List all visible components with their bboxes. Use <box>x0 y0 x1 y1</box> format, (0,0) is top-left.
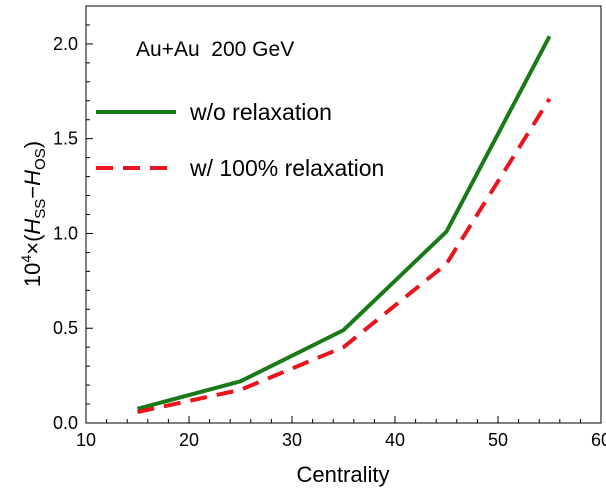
series-line-0 <box>136 35 552 411</box>
x-tick-label: 40 <box>385 430 405 450</box>
series-line-1 <box>137 97 552 414</box>
y-tick-label: 0.5 <box>53 318 78 338</box>
y-axis-title-times: ×( <box>20 234 45 255</box>
y-axis-title-h2: H <box>20 170 45 186</box>
series-layer <box>136 35 552 414</box>
y-axis-title-minus: − <box>20 186 45 199</box>
y-axis-title-close: ) <box>20 141 45 148</box>
legend-label-w-o-relaxation: w/o relaxation <box>189 99 332 125</box>
legend-label-w-100-relaxation: w/ 100% relaxation <box>189 155 384 181</box>
y-tick-label: 1.0 <box>53 223 78 243</box>
y-axis-title-prefix: 10 <box>20 263 45 287</box>
y-axis-title-h1: H <box>20 219 45 235</box>
chart-annotation: Au+Au 200 GeV <box>136 38 294 61</box>
x-axis-title: Centrality <box>297 462 390 487</box>
y-axis-title: 104×(HSS−HOS) <box>18 141 49 287</box>
legend: w/o relaxation w/ 100% relaxation <box>96 99 384 181</box>
x-tick-label: 60 <box>591 430 606 450</box>
y-tick-label: 2.0 <box>53 34 78 54</box>
x-tick-label: 50 <box>488 430 508 450</box>
y-axis-title-h1-sub: SS <box>32 199 49 219</box>
x-tick-label: 30 <box>282 430 302 450</box>
x-tick-label: 10 <box>76 430 96 450</box>
ticks: 10 20 30 40 50 60 0.0 0.5 1.0 1.5 2.0 <box>53 24 606 450</box>
y-axis-title-prefix-sup: 4 <box>18 255 34 263</box>
x-tick-label: 20 <box>179 430 199 450</box>
y-tick-label: 0.0 <box>53 413 78 433</box>
plot-frame <box>85 5 602 424</box>
y-tick-label: 1.5 <box>53 129 78 149</box>
y-axis-title-h2-sub: OS <box>32 148 49 170</box>
